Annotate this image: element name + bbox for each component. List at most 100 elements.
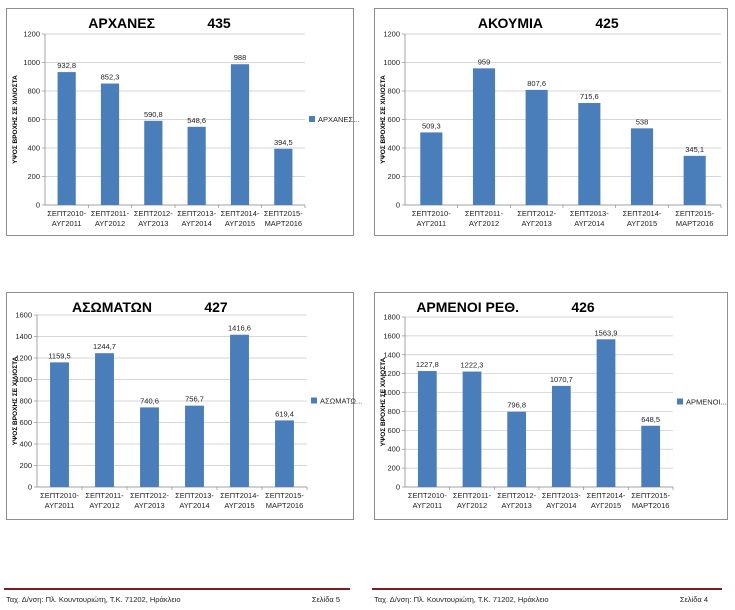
y-tick-label: 1000	[383, 388, 400, 397]
bar	[95, 353, 114, 487]
x-tick-label: ΑΥΓ2015	[224, 501, 254, 510]
y-axis-label: ΥΨΟΣ ΒΡΟΧΗΣ ΣΕ ΧΙΛΙΟΣΤΑ	[12, 356, 19, 445]
y-tick-label: 1200	[23, 30, 40, 39]
data-label: 1159,5	[48, 351, 70, 360]
data-label: 756,7	[185, 395, 204, 404]
x-tick-label: ΣΕΠΤ2011-	[465, 209, 504, 218]
chart-title-code: 435	[207, 15, 231, 31]
x-tick-label: ΣΕΠΤ2013-	[175, 491, 214, 500]
bar	[230, 64, 250, 206]
bar	[420, 132, 443, 205]
chart-title-station: ΑΡΧΑΝΕΣ	[88, 15, 155, 31]
y-tick-label: 1600	[15, 311, 32, 320]
data-label: 1070,7	[550, 375, 573, 384]
x-tick-label: ΑΥΓ2015	[225, 219, 255, 228]
x-tick-label: ΑΥΓ2015	[627, 219, 657, 228]
data-label: 715,6	[580, 92, 599, 101]
legend-label: ΑΡΜΕΝΟΙ...	[686, 398, 727, 407]
y-tick-label: 200	[19, 461, 32, 470]
data-label: 648,5	[641, 415, 660, 424]
x-tick-label: ΑΥΓ2013	[522, 219, 552, 228]
bar	[417, 371, 437, 487]
chart-title-code: 426	[571, 299, 595, 315]
data-label: 538	[636, 117, 649, 126]
y-axis-label: ΥΨΟΣ ΒΡΟΧΗΣ ΣΕ ΧΙΛΙΟΣΤΑ	[12, 75, 19, 164]
footer-address: Ταχ. Δ/νση: Πλ. Κουντουριώτη, Τ.Κ. 71202…	[6, 595, 181, 604]
bar	[50, 362, 69, 487]
footer-page-number: Σελίδα 4	[679, 595, 708, 604]
data-label: 740,6	[140, 396, 159, 405]
chart-title-station: ΑΣΩΜΑΤΩΝ	[72, 299, 152, 315]
y-tick-label: 0	[396, 483, 400, 492]
x-tick-label: ΑΥΓ2013	[502, 501, 532, 510]
y-tick-label: 600	[387, 426, 400, 435]
data-label: 807,6	[527, 79, 546, 88]
legend-label: ΑΣΩΜΑΤΩ...	[320, 397, 362, 406]
y-tick-label: 200	[387, 464, 400, 473]
chart-asomaton: ΑΣΩΜΑΤΩΝ 427 0 200 400 600 800 1000 1200 1400 1600…	[12, 299, 362, 510]
x-tick-label: ΣΕΠΤ2015-	[631, 491, 670, 500]
footer-left: Ταχ. Δ/νση: Πλ. Κουντουριώτη, Τ.Κ. 71202…	[4, 588, 350, 610]
x-tick-label: ΑΥΓ2011	[45, 501, 75, 510]
bar	[630, 128, 654, 205]
x-tick-label: ΑΥΓ2013	[138, 219, 168, 228]
y-tick-label: 400	[27, 144, 40, 153]
footer-right: Ταχ. Δ/νση: Πλ. Κουντουριώτη, Τ.Κ. 71202…	[372, 588, 722, 610]
y-tick-label: 200	[387, 172, 400, 181]
y-tick-label: 1000	[23, 58, 40, 67]
x-tick-label: ΣΕΠΤ2011-	[91, 209, 130, 218]
x-tick-label: ΑΥΓ2012	[457, 501, 487, 510]
bar	[507, 411, 527, 487]
y-tick-label: 800	[27, 87, 40, 96]
y-tick-label: 1400	[383, 350, 400, 359]
x-tick-label: ΣΕΠΤ2010-	[40, 491, 79, 500]
x-tick-label: ΣΕΠΤ2012-	[134, 209, 173, 218]
x-tick-label: ΣΕΠΤ2013-	[542, 491, 581, 500]
y-tick-label: 600	[27, 115, 40, 124]
x-tick-label: ΑΥΓ2012	[95, 219, 125, 228]
chart-panel-armenoi: ΑΡΜΕΝΟΙ ΡΕΘ. 426 0 200 400 600 800 1000 1200 1400…	[374, 292, 728, 520]
x-tick-label: ΣΕΠΤ2011-	[453, 491, 492, 500]
x-tick-label: ΣΕΠΤ2011-	[85, 491, 124, 500]
y-tick-label: 400	[19, 440, 32, 449]
data-label: 932,8	[57, 61, 76, 70]
x-tick-label: ΑΥΓ2012	[469, 219, 499, 228]
x-tick-label: ΣΕΠΤ2013-	[177, 209, 216, 218]
y-tick-label: 1000	[383, 58, 400, 67]
bar	[462, 371, 482, 487]
x-tick-label: ΑΥΓ2014	[574, 219, 604, 228]
data-label: 590,8	[144, 110, 163, 119]
y-tick-label: 0	[36, 201, 40, 210]
bar	[140, 407, 159, 487]
x-tick-label: ΣΕΠΤ2010-	[47, 209, 86, 218]
chart-panel-asomaton: ΑΣΩΜΑΤΩΝ 427 0 200 400 600 800 1000 1200 1400 1600…	[6, 292, 362, 520]
y-tick-label: 200	[27, 172, 40, 181]
chart-title-code: 425	[595, 15, 619, 31]
x-tick-label: ΣΕΠΤ2014-	[220, 491, 259, 500]
y-tick-label: 1200	[15, 354, 32, 363]
x-tick-label: ΣΕΠΤ2015-	[675, 209, 714, 218]
bar	[578, 103, 601, 205]
bar	[185, 405, 204, 487]
bar	[100, 83, 120, 205]
x-tick-label: ΣΕΠΤ2012-	[130, 491, 169, 500]
x-tick-label: ΑΥΓ2014	[546, 501, 576, 510]
x-tick-label: ΣΕΠΤ2012-	[497, 491, 536, 500]
x-tick-label: ΣΕΠΤ2010-	[412, 209, 451, 218]
bar	[551, 385, 571, 487]
bar	[596, 339, 616, 487]
legend-label: ΑΡΧΑΝΕΣ...	[318, 115, 359, 124]
chart-arxanes: ΑΡΧΑΝΕΣ 435 0 200 400 600 800 1000 1200 ΥΨΟΣ ΒΡΟΧ…	[12, 15, 359, 228]
data-label: 548,6	[187, 116, 206, 125]
bar	[683, 155, 706, 205]
x-tick-label: ΑΥΓ2014	[182, 219, 212, 228]
x-tick-label: ΣΕΠΤ2012-	[517, 209, 556, 218]
x-tick-label: ΜΑΡΤ2016	[632, 501, 670, 510]
y-tick-label: 800	[387, 407, 400, 416]
chart-title-code: 427	[204, 299, 228, 315]
data-label: 345,1	[685, 145, 704, 154]
x-tick-label: ΜΑΡΤ2016	[265, 219, 303, 228]
y-tick-label: 400	[387, 445, 400, 454]
chart-panel-arxanes: ΑΡΧΑΝΕΣ 435 0 200 400 600 800 1000 1200 ΥΨΟΣ ΒΡΟΧ…	[6, 8, 359, 236]
bar	[230, 334, 249, 487]
